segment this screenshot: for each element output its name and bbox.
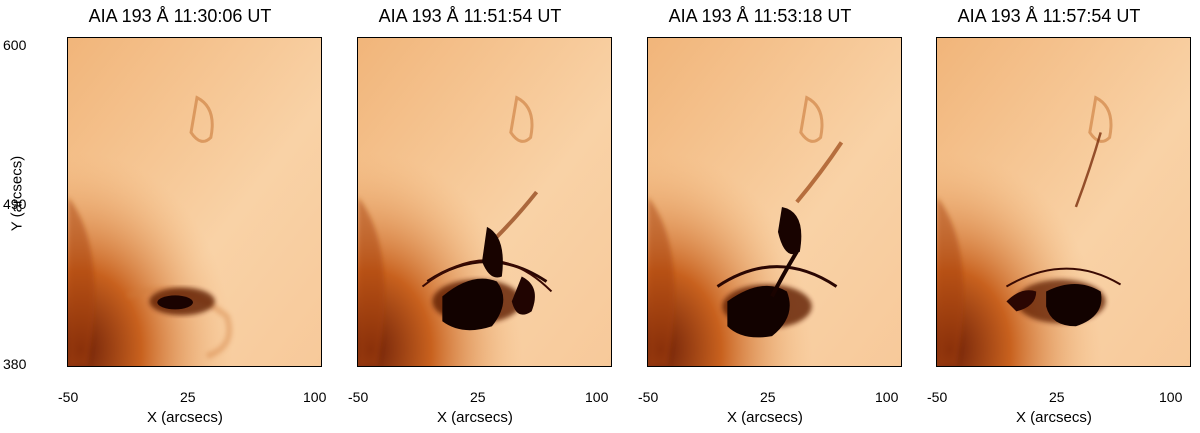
image-panel-1: AIA 193 Å 11:30:06 UT -50 25 100 X (arcs… bbox=[45, 0, 326, 433]
y-tick-380: 380 bbox=[3, 356, 27, 372]
solar-image bbox=[357, 37, 612, 367]
image-panel-3: AIA 193 Å 11:53:18 UT -50 25 bbox=[625, 0, 902, 433]
image-panel-4: AIA 193 Å 11:57:54 UT -50 25 100 bbox=[914, 0, 1191, 433]
panel-title: AIA 193 Å 11:30:06 UT bbox=[88, 6, 272, 26]
x-tick-right: 100 bbox=[875, 389, 899, 405]
x-tick-mid: 25 bbox=[1049, 389, 1065, 405]
x-axis-label: X (arcsecs) bbox=[727, 409, 803, 426]
x-tick-right: 100 bbox=[1159, 389, 1183, 405]
solar-image bbox=[67, 37, 322, 367]
solar-image bbox=[647, 37, 902, 367]
x-tick-left: -50 bbox=[58, 389, 79, 405]
y-tick-490: 490 bbox=[3, 196, 27, 212]
x-tick-right: 100 bbox=[585, 389, 609, 405]
x-axis-label: X (arcsecs) bbox=[147, 409, 223, 426]
x-tick-right: 100 bbox=[303, 389, 327, 405]
x-tick-mid: 25 bbox=[760, 389, 776, 405]
solar-image bbox=[936, 37, 1191, 367]
y-tick-600: 600 bbox=[3, 37, 27, 53]
x-tick-left: -50 bbox=[927, 389, 948, 405]
panel-title: AIA 193 Å 11:51:54 UT bbox=[378, 6, 562, 26]
x-tick-left: -50 bbox=[348, 389, 369, 405]
x-tick-mid: 25 bbox=[180, 389, 196, 405]
image-panel-2: AIA 193 Å 11:51:54 UT -5 bbox=[335, 0, 612, 433]
panel-title: AIA 193 Å 11:53:18 UT bbox=[668, 6, 852, 26]
x-tick-left: -50 bbox=[638, 389, 659, 405]
x-tick-mid: 25 bbox=[470, 389, 486, 405]
x-axis-label: X (arcsecs) bbox=[1016, 409, 1092, 426]
x-axis-label: X (arcsecs) bbox=[437, 409, 513, 426]
y-axis-label: Y (arcsecs) bbox=[8, 155, 26, 232]
panel-title: AIA 193 Å 11:57:54 UT bbox=[957, 6, 1141, 26]
